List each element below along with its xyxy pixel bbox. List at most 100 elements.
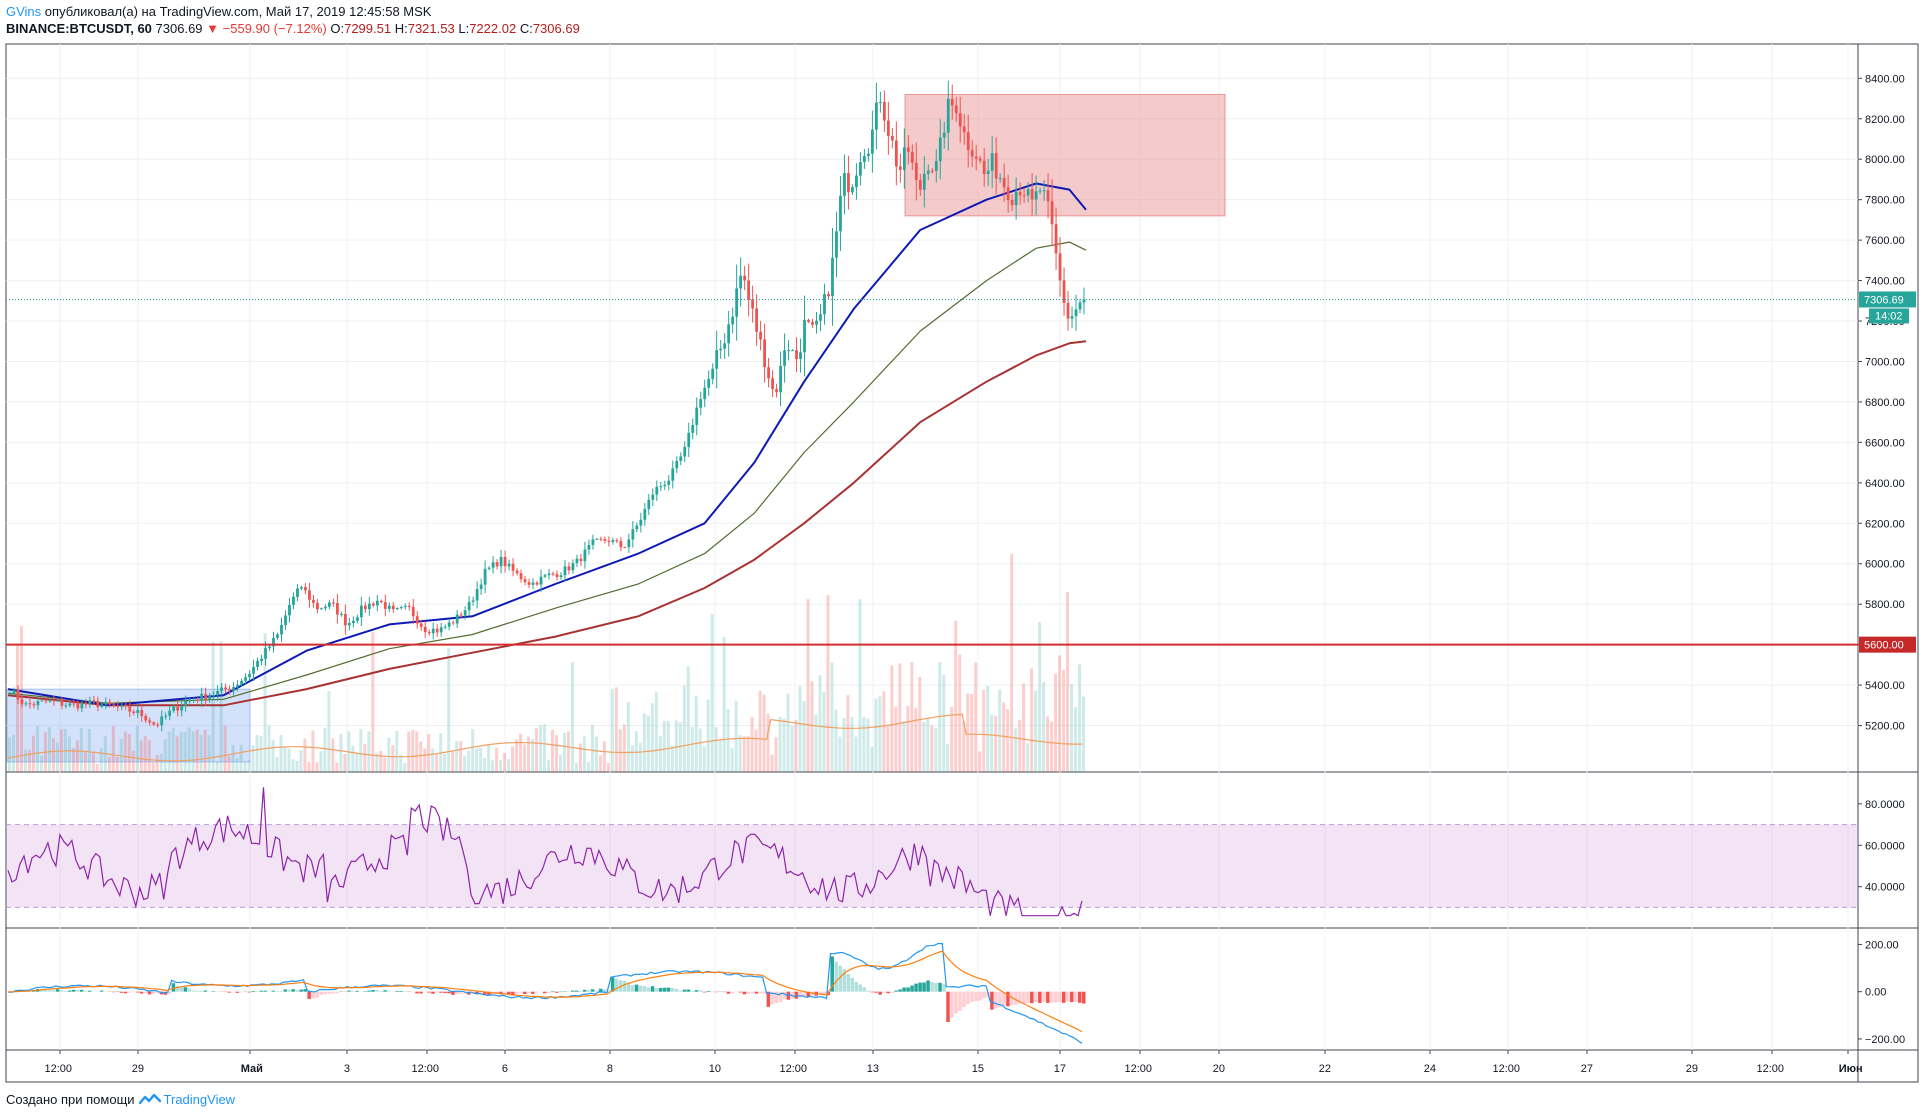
- price-tick-label: 7400.00: [1865, 276, 1905, 288]
- candle-body: [894, 140, 898, 167]
- price-tick-label: 7000.00: [1865, 356, 1905, 368]
- candle-body: [783, 350, 786, 366]
- macd-histogram-bar: [1014, 991, 1018, 1005]
- volume-bar: [371, 632, 375, 772]
- volume-bar: [702, 746, 706, 772]
- candle-body: [140, 710, 144, 716]
- volume-bar: [954, 620, 958, 772]
- tradingview-link[interactable]: TradingView: [138, 1092, 236, 1107]
- volume-bar: [91, 751, 95, 772]
- volume-bar: [303, 738, 307, 772]
- candle-body: [607, 540, 611, 543]
- candle-body: [156, 724, 160, 726]
- macd-histogram-bar: [123, 991, 128, 994]
- candle-body: [391, 605, 395, 610]
- volume-bar: [1046, 716, 1050, 772]
- candle-body: [643, 509, 647, 520]
- candle-body: [20, 699, 24, 705]
- tradingview-brand: TradingView: [163, 1092, 236, 1107]
- volume-bar: [582, 736, 586, 772]
- candle-body: [168, 710, 172, 716]
- macd-histogram-bar: [998, 991, 1002, 1008]
- macd-histogram-bar: [43, 989, 48, 992]
- volume-bar: [658, 736, 662, 772]
- price-tick-label: 5200.00: [1865, 721, 1905, 733]
- candle-body: [1018, 191, 1022, 196]
- candle-body: [407, 605, 411, 607]
- candle-body: [56, 700, 60, 702]
- candle-body: [216, 690, 220, 695]
- candle-body: [431, 628, 435, 634]
- volume-bar: [890, 665, 894, 772]
- footer-text: Создано при помощи: [6, 1092, 135, 1107]
- volume-bar: [634, 731, 638, 772]
- macd-histogram-bar: [902, 987, 906, 992]
- volume-bar: [47, 727, 51, 772]
- candle-body: [815, 320, 818, 325]
- time-tick-label: 17: [1054, 1063, 1066, 1075]
- macd-histogram-bar: [459, 991, 463, 994]
- volume-bar: [638, 742, 642, 772]
- macd-histogram-bar: [275, 991, 279, 992]
- macd-histogram-bar: [171, 983, 176, 992]
- candle-body: [655, 486, 659, 495]
- candle-body: [647, 499, 651, 510]
- candle-body: [970, 150, 974, 157]
- volume-bar: [467, 750, 471, 772]
- macd-histogram-bar: [858, 984, 862, 992]
- volume-bar: [111, 726, 115, 772]
- candle-body: [1082, 299, 1086, 303]
- time-tick-label: 8: [607, 1063, 613, 1075]
- volume-bar: [123, 731, 127, 772]
- macd-histogram-bar: [1066, 991, 1070, 1002]
- volume-bar: [411, 729, 415, 772]
- macd-histogram-bar: [1010, 991, 1014, 1006]
- macd-histogram-bar: [670, 988, 675, 992]
- macd-histogram-bar: [914, 983, 918, 992]
- volume-bar: [550, 729, 554, 772]
- candle-body: [371, 603, 375, 606]
- volume-bar: [27, 750, 31, 772]
- candle-body: [292, 596, 295, 605]
- candle-body: [755, 308, 759, 332]
- macd-histogram-bar: [746, 991, 751, 994]
- volume-bar: [543, 724, 546, 772]
- volume-bar: [515, 739, 519, 772]
- candle-body: [256, 660, 259, 667]
- candle-body: [759, 331, 763, 340]
- volume-bar: [666, 721, 670, 772]
- chart-canvas[interactable]: 8400.008200.008000.007800.007600.007400.…: [0, 0, 1926, 1090]
- volume-bar: [786, 693, 790, 772]
- volume-bar: [790, 725, 794, 772]
- volume-bar: [682, 685, 686, 772]
- rsi-line: [7, 787, 1083, 917]
- volume-bar: [199, 734, 203, 772]
- candle-body: [551, 573, 555, 575]
- candle-body: [379, 600, 383, 603]
- volume-bar: [994, 716, 998, 772]
- price-tick-label: 7800.00: [1865, 195, 1905, 207]
- macd-histogram-bar: [291, 989, 295, 992]
- macd-histogram-bar: [547, 991, 551, 994]
- volume-bar: [191, 731, 195, 772]
- author-name[interactable]: GVins: [6, 4, 42, 19]
- volume-bar: [818, 675, 822, 772]
- candle-body: [890, 135, 894, 141]
- volume-bar: [810, 681, 814, 772]
- change-value: −559.90 (−7.12%): [222, 21, 327, 36]
- candle-body: [882, 101, 886, 121]
- macd-histogram-bar: [199, 990, 204, 992]
- candle-body: [859, 162, 862, 176]
- macd-histogram-bar: [894, 990, 898, 992]
- candle-body: [100, 704, 104, 707]
- time-tick-label: Июн: [1839, 1063, 1863, 1075]
- volume-bar: [710, 614, 714, 772]
- macd-histogram-bar: [758, 991, 763, 994]
- macd-histogram-bar: [650, 986, 655, 992]
- volume-bar: [23, 749, 27, 772]
- candle-body: [491, 562, 495, 568]
- candle-body: [164, 715, 168, 717]
- candle-body: [807, 319, 810, 322]
- macd-histogram-bar: [842, 969, 846, 992]
- candle-body: [563, 566, 567, 576]
